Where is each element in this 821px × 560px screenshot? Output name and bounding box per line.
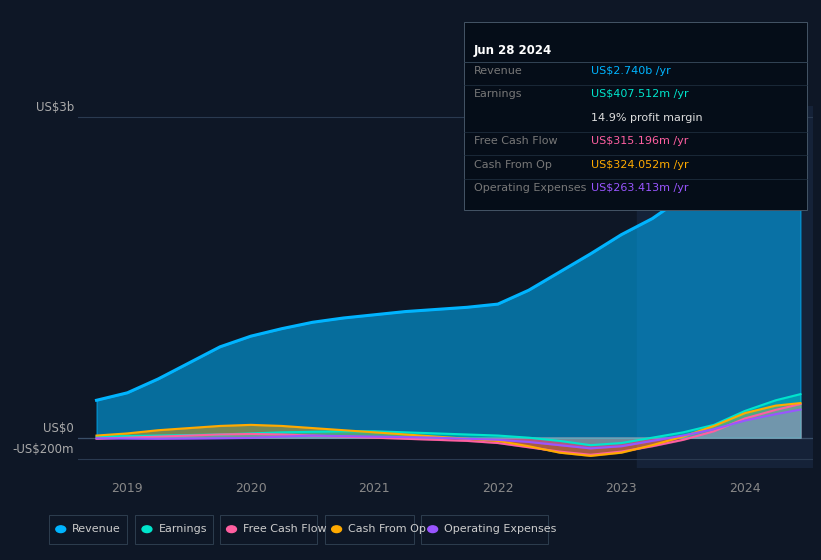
Text: Cash From Op: Cash From Op: [348, 524, 426, 534]
Text: 14.9% profit margin: 14.9% profit margin: [591, 113, 703, 123]
Text: Earnings: Earnings: [158, 524, 207, 534]
Text: US$3b: US$3b: [35, 101, 74, 114]
Text: US$315.196m /yr: US$315.196m /yr: [591, 136, 689, 146]
Text: Operating Expenses: Operating Expenses: [474, 183, 586, 193]
Text: Revenue: Revenue: [474, 66, 522, 76]
Bar: [637, 106, 813, 468]
Text: 2023: 2023: [606, 482, 637, 494]
Text: 2020: 2020: [235, 482, 267, 494]
Text: 2022: 2022: [482, 482, 514, 494]
Text: US$324.052m /yr: US$324.052m /yr: [591, 160, 689, 170]
Text: Operating Expenses: Operating Expenses: [444, 524, 557, 534]
Text: US$407.512m /yr: US$407.512m /yr: [591, 89, 689, 99]
Text: US$263.413m /yr: US$263.413m /yr: [591, 183, 689, 193]
Text: -US$200m: -US$200m: [12, 444, 74, 456]
Text: 2021: 2021: [359, 482, 390, 494]
Text: US$2.740b /yr: US$2.740b /yr: [591, 66, 671, 76]
Text: Revenue: Revenue: [72, 524, 121, 534]
Text: Jun 28 2024: Jun 28 2024: [474, 44, 552, 57]
Text: US$0: US$0: [44, 422, 74, 435]
Text: Earnings: Earnings: [474, 89, 522, 99]
Text: 2024: 2024: [729, 482, 761, 494]
Text: 2019: 2019: [112, 482, 143, 494]
Text: Free Cash Flow: Free Cash Flow: [243, 524, 327, 534]
Text: Cash From Op: Cash From Op: [474, 160, 552, 170]
Text: Free Cash Flow: Free Cash Flow: [474, 136, 557, 146]
